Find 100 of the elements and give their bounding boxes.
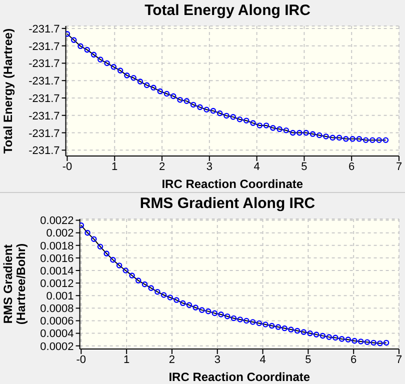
text: -231.7 — [28, 110, 60, 122]
point — [98, 56, 104, 62]
chart-title: Total Energy Along IRC — [144, 1, 312, 20]
point — [160, 292, 167, 298]
point — [216, 110, 223, 116]
y-tick-label: 0.0018 — [40, 240, 74, 252]
point — [296, 130, 302, 136]
point — [154, 288, 160, 295]
point — [336, 134, 342, 141]
y-tick-label: 0.0022 — [40, 215, 74, 228]
point — [180, 300, 186, 306]
point — [303, 130, 309, 136]
x-axis-title: IRC Reaction Coordinate — [162, 177, 304, 191]
point — [170, 93, 176, 100]
point — [70, 37, 77, 43]
x-tick-label: 1 — [112, 160, 118, 173]
point — [84, 230, 90, 236]
point — [224, 313, 230, 320]
point — [110, 64, 117, 70]
y-tick-label: 0.0014 — [40, 265, 74, 278]
point — [307, 330, 313, 336]
point — [330, 134, 336, 141]
point — [320, 332, 326, 339]
point — [282, 325, 288, 332]
x-tick-label: 4 — [254, 160, 260, 173]
point — [290, 130, 296, 136]
point — [142, 281, 148, 288]
point — [186, 302, 192, 308]
y-tick-label: 0.0016 — [40, 252, 74, 265]
y-tick-label: 0.0006 — [40, 316, 74, 328]
point — [204, 106, 210, 113]
x-tick-label: -0 — [76, 354, 86, 366]
point — [199, 307, 205, 313]
point — [84, 46, 90, 53]
text: -231.7 — [28, 23, 60, 36]
text: -231.7 — [28, 128, 60, 140]
point — [358, 338, 364, 344]
point — [230, 315, 237, 322]
point — [243, 118, 250, 124]
y-tick-label: 0.0008 — [40, 303, 74, 316]
chart-title: RMS Gradient Along IRC — [138, 194, 316, 213]
x-tick-label: 6 — [348, 160, 355, 173]
point — [313, 332, 320, 338]
point — [352, 338, 358, 344]
point — [377, 340, 383, 346]
point — [370, 137, 376, 144]
point — [383, 340, 390, 346]
y-axis-title: Total Energy (Hartree) — [1, 28, 15, 154]
point — [78, 43, 84, 50]
point — [210, 108, 216, 114]
point — [212, 310, 218, 316]
text: -231.7 — [28, 92, 60, 105]
point — [263, 122, 270, 128]
point — [80, 222, 84, 228]
point — [316, 132, 322, 138]
point — [275, 324, 282, 330]
point — [250, 120, 256, 126]
point — [236, 116, 243, 122]
point — [224, 112, 230, 119]
y-tick-label: 0.0012 — [40, 278, 74, 290]
point — [250, 319, 256, 325]
point — [135, 278, 142, 284]
x-tick-label: 3 — [206, 160, 212, 173]
point — [244, 318, 250, 324]
point — [256, 320, 262, 326]
point — [150, 84, 156, 91]
y-tick-label: 0.0004 — [40, 328, 74, 340]
point — [230, 114, 236, 120]
x-tick-label: 7 — [396, 354, 402, 366]
text: -231.7 — [28, 40, 60, 53]
point — [205, 308, 212, 314]
x-tick-label: 5 — [305, 354, 312, 366]
x-tick-label: 2 — [168, 354, 176, 366]
point — [356, 136, 362, 142]
point — [90, 52, 97, 58]
point — [218, 312, 224, 318]
point — [294, 328, 300, 334]
point — [323, 134, 329, 140]
point — [174, 297, 180, 303]
point — [184, 98, 190, 104]
point — [350, 136, 356, 142]
point — [157, 88, 164, 94]
y-tick-label: 0.001 — [46, 290, 74, 303]
point — [343, 136, 349, 142]
point — [326, 334, 332, 340]
point — [190, 102, 196, 108]
point — [362, 137, 369, 144]
point — [345, 336, 352, 342]
y-axis-title: RMS Gradient (Hartree/Bohr) — [1, 243, 28, 325]
point — [288, 326, 294, 332]
point — [177, 96, 183, 103]
point — [382, 137, 389, 144]
point — [364, 339, 370, 345]
text: -231.7 — [28, 76, 60, 88]
point — [338, 336, 345, 342]
point — [144, 82, 150, 88]
point — [332, 334, 338, 341]
point — [90, 236, 97, 242]
point — [148, 285, 154, 291]
point — [283, 127, 290, 134]
